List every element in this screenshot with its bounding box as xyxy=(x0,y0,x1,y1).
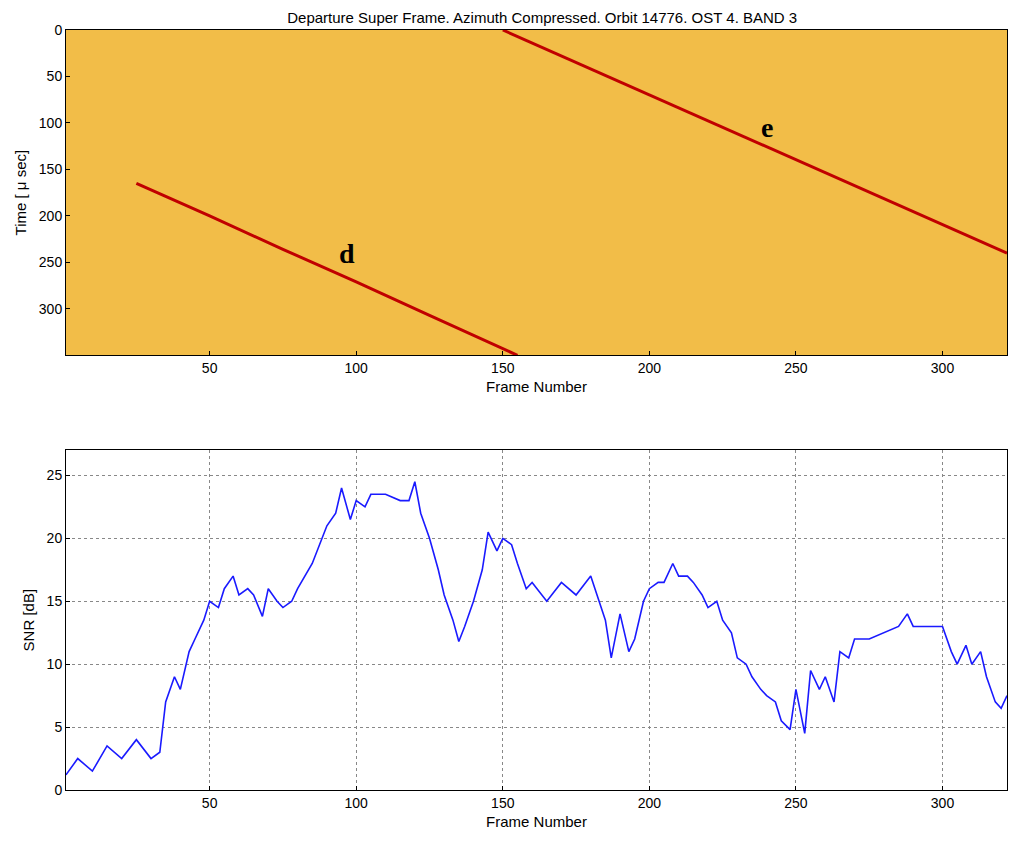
svg-text:5: 5 xyxy=(54,719,62,735)
svg-text:150: 150 xyxy=(491,360,515,376)
svg-text:SNR [dB]: SNR [dB] xyxy=(20,589,37,652)
svg-text:0: 0 xyxy=(54,22,62,38)
svg-text:10: 10 xyxy=(47,656,63,672)
svg-text:300: 300 xyxy=(39,301,63,317)
svg-text:25: 25 xyxy=(47,467,63,483)
svg-text:0: 0 xyxy=(54,782,62,798)
svg-text:50: 50 xyxy=(47,68,63,84)
svg-text:50: 50 xyxy=(202,360,218,376)
svg-text:200: 200 xyxy=(638,360,662,376)
svg-text:Frame Number: Frame Number xyxy=(486,813,587,830)
svg-text:50: 50 xyxy=(202,795,218,811)
svg-text:Frame Number: Frame Number xyxy=(486,378,587,395)
svg-text:20: 20 xyxy=(47,530,63,546)
svg-text:200: 200 xyxy=(39,208,63,224)
svg-text:100: 100 xyxy=(39,115,63,131)
svg-text:300: 300 xyxy=(931,795,955,811)
svg-text:150: 150 xyxy=(491,795,515,811)
svg-text:200: 200 xyxy=(638,795,662,811)
svg-text:e: e xyxy=(761,112,773,143)
svg-text:d: d xyxy=(339,238,355,269)
svg-text:15: 15 xyxy=(47,593,63,609)
svg-text:Departure Super Frame. Azimuth: Departure Super Frame. Azimuth Compresse… xyxy=(287,9,797,26)
svg-text:250: 250 xyxy=(784,795,808,811)
svg-text:300: 300 xyxy=(931,360,955,376)
svg-text:100: 100 xyxy=(345,360,369,376)
svg-text:150: 150 xyxy=(39,161,63,177)
svg-text:250: 250 xyxy=(39,254,63,270)
svg-text:250: 250 xyxy=(784,360,808,376)
svg-text:100: 100 xyxy=(345,795,369,811)
svg-text:Time [ μ sec]: Time [ μ sec] xyxy=(12,150,29,236)
